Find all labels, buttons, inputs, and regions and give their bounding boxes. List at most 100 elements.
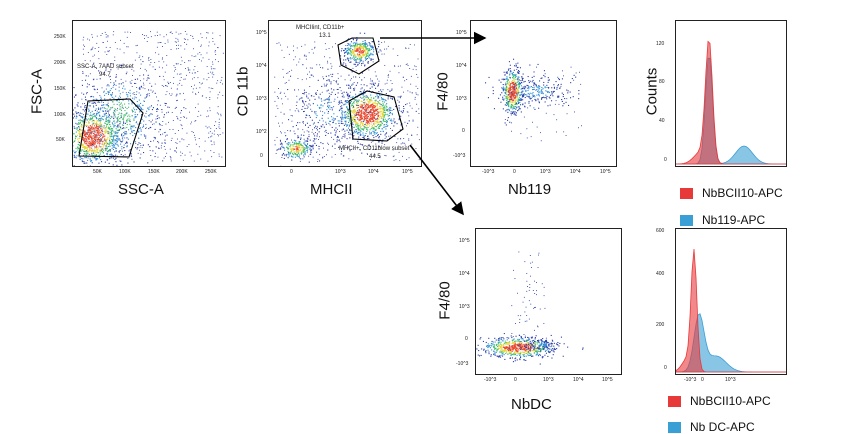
event-dot (280, 44, 281, 46)
event-dot (402, 110, 404, 112)
event-dot (507, 108, 509, 110)
event-dot (110, 131, 112, 133)
event-dot (163, 116, 165, 118)
event-dot (322, 120, 324, 122)
event-dot (327, 112, 329, 114)
event-dot (352, 42, 354, 44)
event-dot (119, 66, 121, 68)
event-dot (300, 138, 302, 140)
event-dot (382, 108, 384, 110)
event-dot (329, 105, 331, 107)
event-dot (378, 146, 380, 148)
event-dot (319, 154, 321, 156)
event-dot (101, 146, 103, 148)
event-dot (368, 122, 370, 124)
event-dot (347, 47, 349, 49)
event-dot (504, 104, 506, 106)
event-dot (287, 147, 289, 149)
event-dot (374, 111, 376, 113)
event-dot (154, 68, 156, 70)
event-dot (91, 110, 93, 112)
event-dot (90, 131, 92, 133)
event-dot (302, 100, 304, 102)
event-dot (107, 105, 109, 107)
event-dot (379, 139, 381, 141)
event-dot (85, 154, 87, 156)
event-dot (98, 101, 100, 103)
event-dot (91, 34, 93, 36)
event-dot (287, 148, 289, 150)
event-dot (513, 111, 515, 113)
event-dot (83, 36, 85, 38)
event-dot (353, 115, 355, 117)
event-dot (110, 129, 112, 131)
event-dot (181, 125, 183, 127)
event-dot (512, 83, 514, 85)
event-dot (378, 116, 380, 118)
event-dot (337, 77, 339, 79)
event-dot (384, 134, 386, 136)
event-dot (86, 140, 88, 142)
event-dot (128, 120, 130, 122)
event-dot (327, 102, 329, 104)
event-dot (366, 122, 368, 124)
event-dot (374, 117, 376, 119)
event-dot (186, 132, 188, 134)
event-dot (364, 111, 366, 113)
event-dot (134, 78, 136, 80)
event-dot (507, 83, 509, 85)
event-dot (112, 101, 114, 103)
event-dot (87, 38, 89, 40)
event-dot (366, 103, 368, 105)
event-dot (98, 58, 100, 60)
event-dot (181, 128, 183, 130)
event-dot (133, 98, 135, 100)
event-dot (375, 128, 377, 130)
event-dot (349, 118, 350, 120)
event-dot (370, 114, 372, 116)
event-dot (385, 133, 387, 135)
event-dot (100, 146, 102, 148)
event-dot (92, 99, 94, 101)
event-dot (385, 155, 387, 157)
event-dot (393, 155, 395, 157)
event-dot (144, 38, 145, 39)
event-dot (307, 138, 309, 140)
event-dot (176, 63, 178, 65)
event-dot (184, 99, 186, 101)
event-dot (78, 141, 80, 143)
event-dot (134, 59, 136, 61)
event-dot (378, 145, 380, 147)
event-dot (378, 107, 380, 109)
event-dot (384, 120, 386, 122)
event-dot (512, 111, 514, 113)
event-dot (364, 40, 366, 42)
event-dot (362, 108, 364, 110)
event-dot (350, 96, 352, 98)
event-dot (341, 129, 343, 131)
event-dot (287, 142, 289, 144)
event-dot (118, 101, 120, 103)
event-dot (407, 65, 409, 66)
event-dot (369, 49, 371, 51)
event-dot (370, 110, 372, 112)
event-dot (149, 114, 151, 116)
event-dot (515, 108, 517, 110)
event-dot (346, 129, 348, 131)
event-dot (306, 137, 308, 139)
event-dot (363, 137, 365, 139)
event-dot (520, 80, 522, 82)
event-dot (366, 111, 368, 113)
event-dot (106, 116, 108, 118)
event-dot (365, 133, 367, 135)
event-dot (505, 95, 507, 97)
event-dot (99, 157, 101, 159)
event-dot (512, 71, 514, 73)
event-dot (161, 142, 163, 144)
event-dot (219, 128, 221, 129)
event-dot (98, 118, 100, 120)
event-dot (372, 105, 374, 107)
event-dot (210, 136, 212, 138)
event-dot (365, 116, 367, 118)
event-dot (210, 71, 212, 73)
